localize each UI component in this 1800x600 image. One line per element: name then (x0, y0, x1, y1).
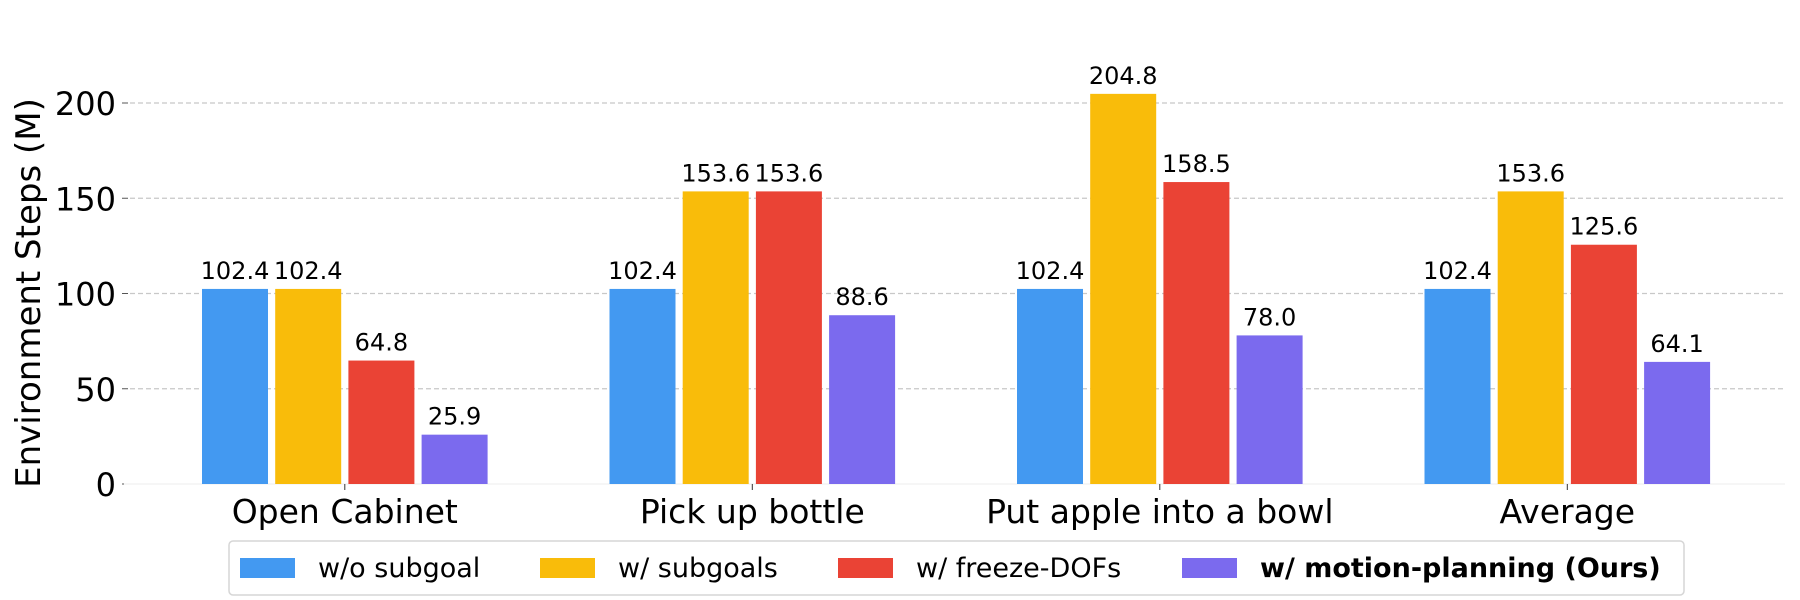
bar (1497, 191, 1564, 484)
bar-value-label: 204.8 (1089, 62, 1158, 90)
bar-value-label: 64.1 (1650, 330, 1703, 358)
x-axis-ticks: Open Cabinet Pick up bottle Put apple into… (232, 484, 1635, 531)
bar-value-label: 102.4 (1016, 257, 1085, 285)
legend-label: w/ freeze-DOFs (916, 553, 1121, 584)
bar-value-label: 25.9 (428, 403, 481, 431)
bar-value-label: 158.5 (1162, 150, 1231, 178)
y-tick-label: 0 (96, 466, 116, 504)
bar (1644, 361, 1711, 484)
bar-value-label: 153.6 (681, 159, 750, 187)
bar (682, 191, 749, 484)
bar-value-label: 102.4 (1423, 257, 1492, 285)
bar (829, 315, 896, 484)
bar (275, 288, 342, 484)
bar (1424, 288, 1491, 484)
bar-value-label: 64.8 (355, 329, 408, 357)
y-tick-label: 150 (55, 180, 116, 218)
bar (1090, 93, 1157, 484)
x-tick-label: Pick up bottle (640, 492, 865, 531)
x-tick-label: Average (1500, 492, 1636, 531)
bar (609, 288, 676, 484)
bar-value-label: 88.6 (835, 283, 888, 311)
y-tick-label: 100 (55, 276, 116, 314)
legend-swatch (1182, 558, 1237, 578)
bar (1017, 288, 1083, 484)
bar-value-label: 102.4 (274, 257, 343, 285)
x-tick-label: Open Cabinet (232, 492, 458, 531)
bar-value-label: 125.6 (1570, 213, 1639, 241)
x-tick-label: Put apple into a bowl (986, 492, 1333, 531)
legend-label: w/ subgoals (618, 553, 778, 584)
bar (1570, 244, 1637, 484)
legend: w/o subgoal w/ subgoals w/ freeze-DOFs w/ m… (228, 540, 1685, 596)
bar-value-label: 78.0 (1243, 303, 1296, 331)
legend-swatch (240, 558, 295, 578)
bar (421, 434, 488, 484)
legend-frame (228, 540, 1685, 596)
legend-swatch (540, 558, 595, 578)
legend-label: w/o subgoal (318, 553, 480, 584)
bar (1236, 335, 1303, 484)
y-tick-label: 200 (55, 85, 116, 123)
bar-value-label: 102.4 (608, 257, 677, 285)
bar (1163, 182, 1230, 484)
bar (202, 288, 268, 484)
bar (755, 191, 822, 484)
legend-swatch (838, 558, 893, 578)
bar-value-label: 153.6 (755, 159, 824, 187)
bar-value-label: 102.4 (201, 257, 270, 285)
bar (348, 360, 415, 484)
bar-value-label: 153.6 (1496, 159, 1565, 187)
y-tick-label: 50 (75, 371, 116, 409)
y-axis-ticks: 0 50 100 150 200 (55, 85, 128, 504)
y-axis-label: Environment Steps (M) (9, 98, 49, 488)
legend-label: w/ motion-planning (Ours) (1260, 553, 1661, 584)
